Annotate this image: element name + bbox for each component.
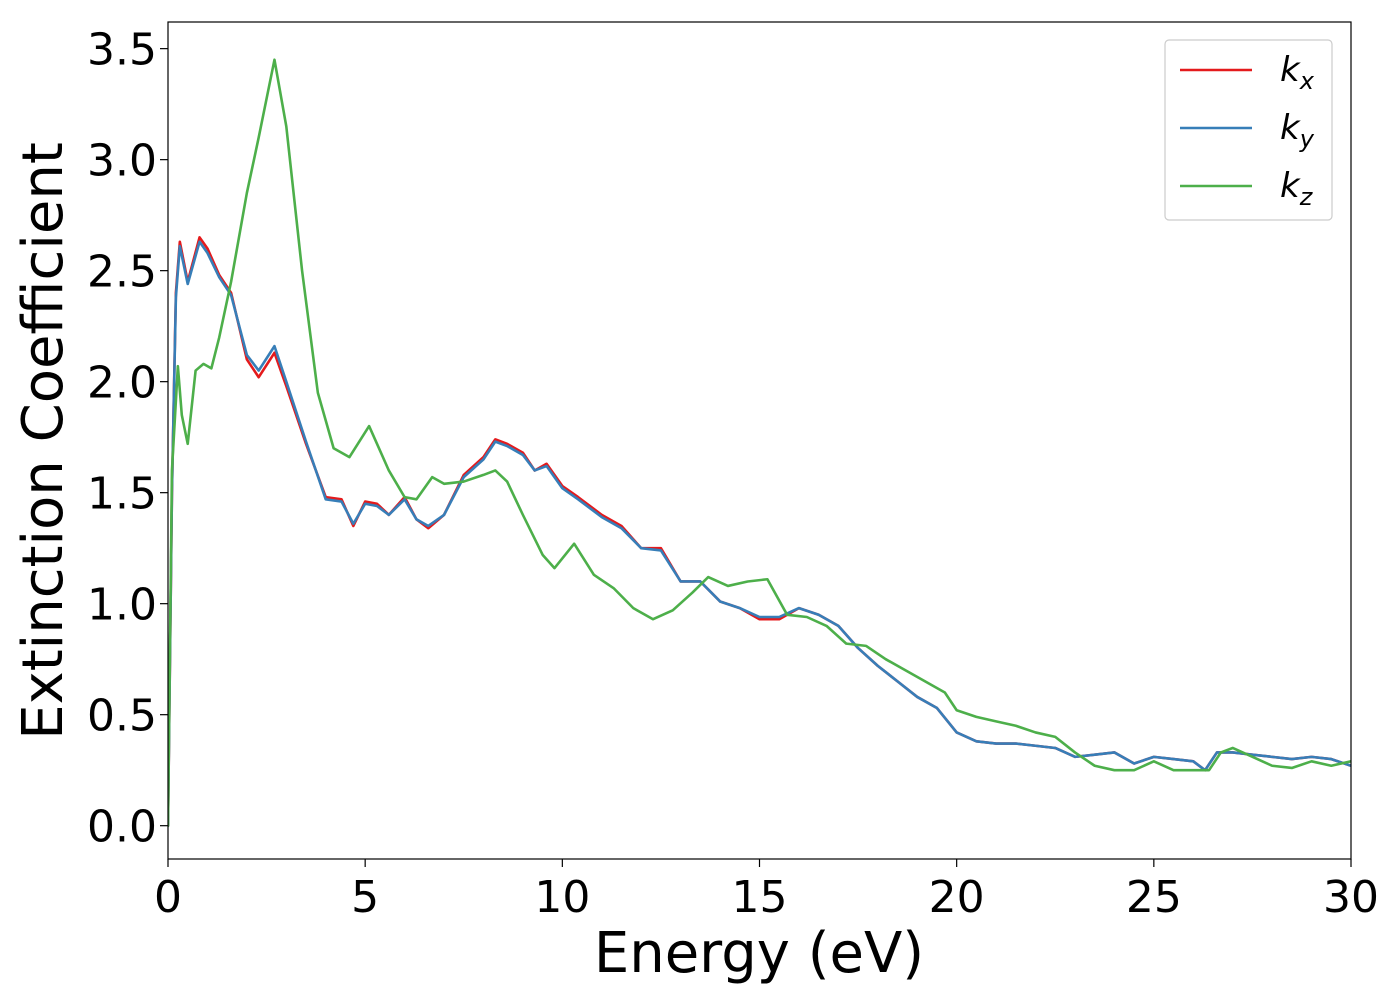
y-tick-label: 2.5 [87,247,157,298]
x-tick-label: 15 [732,872,788,923]
x-axis-label: Energy (eV) [594,921,924,986]
y-tick-label: 3.5 [87,25,157,76]
x-tick-label: 30 [1323,872,1379,923]
x-tick-label: 10 [534,872,590,923]
x-tick-label: 25 [1126,872,1182,923]
y-tick-label: 0.0 [87,802,157,853]
x-tick-label: 5 [351,872,379,923]
y-axis: 0.0 0.5 1.0 1.5 2.0 2.5 3.0 3.5 [87,25,168,853]
y-tick-label: 1.0 [87,580,157,631]
y-tick-label: 3.0 [87,136,157,187]
y-axis-label: Extinction Coefficient [11,142,76,740]
y-tick-label: 2.0 [87,358,157,409]
series-line-ky [168,240,1351,827]
plot-area [168,58,1351,827]
y-tick-label: 0.5 [87,691,157,742]
x-tick-label: 20 [929,872,985,923]
x-axis: 0 5 10 15 20 25 30 [154,859,1379,923]
legend-box [1164,39,1333,221]
x-tick-label: 0 [154,872,182,923]
y-tick-label: 1.5 [87,469,157,520]
series-line-kz [168,58,1351,827]
